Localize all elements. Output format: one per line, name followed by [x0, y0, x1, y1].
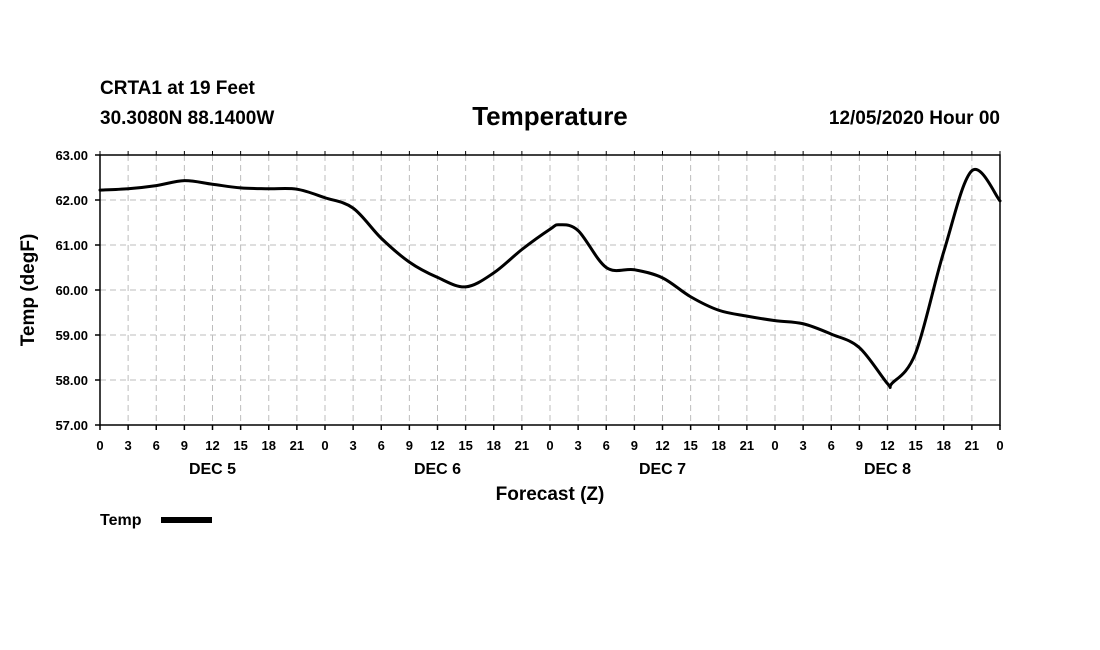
x-tick-label: 18 — [937, 438, 951, 453]
x-tick-label: 0 — [996, 438, 1003, 453]
day-label: DEC 8 — [864, 461, 911, 478]
x-tick-label: 0 — [546, 438, 553, 453]
x-tick-label: 9 — [406, 438, 413, 453]
y-axis-title: Temp (degF) — [18, 234, 39, 347]
x-tick-label: 15 — [233, 438, 247, 453]
x-axis-title: Forecast (Z) — [496, 484, 605, 505]
x-tick-label: 0 — [96, 438, 103, 453]
day-label: DEC 6 — [414, 461, 461, 478]
x-tick-label: 15 — [458, 438, 472, 453]
x-tick-label: 0 — [771, 438, 778, 453]
x-tick-label: 12 — [655, 438, 669, 453]
x-tick-label: 0 — [321, 438, 328, 453]
x-tick-label: 3 — [575, 438, 582, 453]
x-tick-label: 9 — [181, 438, 188, 453]
day-label: DEC 7 — [639, 461, 686, 478]
grid-lines — [100, 155, 1000, 425]
x-tick-label: 15 — [908, 438, 922, 453]
x-tick-label: 12 — [430, 438, 444, 453]
series-line-temp — [98, 167, 1002, 390]
y-tick-label: 59.00 — [55, 328, 88, 343]
station-name: CRTA1 at 19 Feet — [100, 78, 256, 99]
forecast-issue-time: 12/05/2020 Hour 00 — [829, 108, 1000, 129]
x-tick-label: 18 — [487, 438, 501, 453]
x-tick-label: 21 — [740, 438, 754, 453]
x-tick-label: 3 — [125, 438, 132, 453]
legend: Temp — [100, 512, 212, 529]
x-axis: 0 3 6 9 12 15 18 21 0 3 6 9 12 15 18 21 0 3 6 9 12 15 18 21 0 3 6 9… — [96, 151, 1004, 478]
day-label: DEC 5 — [189, 461, 236, 478]
legend-label-temp: Temp — [100, 512, 142, 529]
x-tick-label: 15 — [683, 438, 697, 453]
y-tick-label: 62.00 — [55, 193, 88, 208]
x-tick-label: 3 — [350, 438, 357, 453]
x-tick-label: 9 — [631, 438, 638, 453]
y-tick-label: 57.00 — [55, 418, 88, 433]
x-tick-label: 6 — [828, 438, 835, 453]
y-tick-label: 60.00 — [55, 283, 88, 298]
chart-title: Temperature — [472, 101, 628, 131]
y-tick-label: 63.00 — [55, 148, 88, 163]
x-tick-label: 12 — [880, 438, 894, 453]
x-tick-label: 3 — [800, 438, 807, 453]
x-tick-label: 21 — [515, 438, 529, 453]
x-tick-label: 9 — [856, 438, 863, 453]
x-tick-label: 6 — [603, 438, 610, 453]
x-tick-label: 6 — [153, 438, 160, 453]
x-tick-label: 21 — [290, 438, 304, 453]
y-tick-label: 58.00 — [55, 373, 88, 388]
x-tick-label: 12 — [205, 438, 219, 453]
y-tick-label: 61.00 — [55, 238, 88, 253]
x-tick-label: 6 — [378, 438, 385, 453]
series-group — [98, 167, 1002, 390]
y-axis: 57.00 58.00 59.00 60.00 61.00 62.00 63.00 — [55, 148, 100, 433]
x-tick-label: 21 — [965, 438, 979, 453]
station-coordinates: 30.3080N 88.1400W — [100, 108, 274, 129]
x-tick-label: 18 — [262, 438, 276, 453]
x-tick-label: 18 — [712, 438, 726, 453]
